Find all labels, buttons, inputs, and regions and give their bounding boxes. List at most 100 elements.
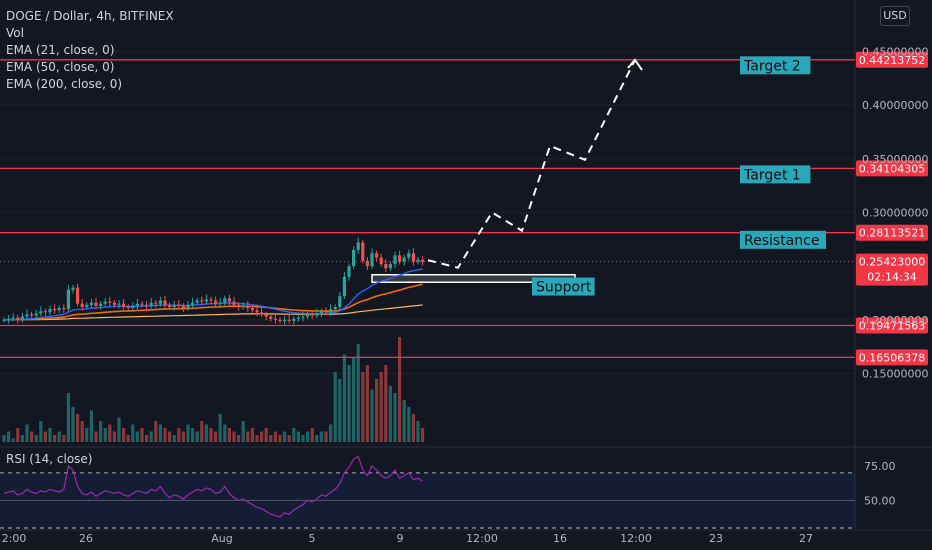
candle-body: [149, 302, 153, 306]
volume-bar: [375, 379, 379, 442]
candle-body: [43, 311, 47, 313]
last-price-badge: [856, 253, 928, 286]
candle-body: [16, 317, 20, 320]
candle: [186, 301, 190, 311]
volume-bar: [158, 424, 162, 442]
candle: [191, 297, 195, 309]
ema-lines: [3, 268, 423, 321]
volume-bar: [34, 435, 38, 442]
volume-bar: [209, 428, 213, 442]
volume-bar: [319, 431, 323, 442]
candle: [71, 284, 75, 294]
annotation-text: Target 2: [743, 58, 801, 74]
annotation-box: [740, 56, 811, 75]
annotation-label: Resistance: [740, 230, 826, 249]
indicator-ema50[interactable]: EMA (50, close, 0): [6, 60, 115, 74]
candle-body: [30, 314, 34, 316]
candle: [80, 298, 84, 311]
rsi-panel: 75.00 50.00: [0, 446, 932, 529]
annotations[interactable]: Target 2 Target 1 Resistance Support: [532, 56, 826, 296]
candle: [25, 309, 29, 321]
candle-body: [168, 304, 172, 307]
volume-bar: [177, 428, 181, 442]
candle-body: [94, 302, 98, 306]
candle: [264, 311, 268, 321]
candle: [135, 298, 139, 310]
ema50-line: [4, 283, 423, 321]
candle: [315, 308, 319, 319]
rsi-tick-label: 50.00: [864, 494, 896, 507]
candle: [163, 295, 167, 309]
volume-bar: [411, 414, 415, 442]
candle-body: [80, 303, 84, 307]
indicator-vol[interactable]: Vol: [6, 26, 24, 40]
candle: [306, 311, 310, 320]
candle: [260, 307, 264, 318]
currency-button[interactable]: USD: [880, 6, 910, 26]
candle: [66, 284, 70, 312]
projection-path[interactable]: [427, 58, 643, 269]
level-price-label: 0.28113521: [859, 227, 925, 240]
volume-bar: [117, 417, 121, 442]
indicator-ema21[interactable]: EMA (21, close, 0): [6, 43, 115, 57]
candle: [108, 296, 112, 307]
candle: [117, 299, 121, 309]
candle-body: [204, 299, 208, 302]
level-price-label: 0.19471563: [859, 320, 925, 333]
volume-bar: [407, 407, 411, 442]
candle: [384, 259, 388, 273]
x-tick-label: 23: [709, 532, 723, 545]
volume-bar: [352, 358, 356, 442]
horizontal-levels[interactable]: 0.44213752 0.34104305 0.28113521 0.19471563…: [0, 51, 928, 366]
candle: [375, 250, 379, 262]
symbol-title[interactable]: DOGE / Dollar, 4h, BITFINEX: [6, 9, 174, 23]
indicator-ema200[interactable]: EMA (200, close, 0): [6, 77, 123, 91]
candle-body: [361, 242, 365, 261]
candle: [30, 311, 34, 319]
volume-bar: [402, 400, 406, 442]
candle-body: [39, 311, 43, 314]
volume-bar: [292, 428, 296, 442]
candle: [195, 297, 199, 306]
volume-bar: [108, 424, 112, 442]
annotation-box: [740, 165, 811, 184]
candle: [158, 296, 162, 307]
volume-bar: [145, 435, 149, 442]
candle-body: [315, 313, 319, 316]
volume-bar: [398, 337, 402, 442]
volume-bar: [333, 372, 337, 442]
candle-body: [310, 314, 314, 316]
candle: [365, 257, 369, 270]
candle: [301, 311, 305, 322]
annotation-label: Target 1: [740, 165, 811, 184]
candle: [177, 299, 181, 309]
projection-arrow: [627, 58, 643, 71]
candle: [204, 294, 208, 305]
candle-body: [241, 305, 245, 307]
volume-bar: [103, 428, 107, 442]
annotation-text: Target 1: [743, 167, 801, 183]
candle: [411, 248, 415, 266]
candle: [7, 314, 11, 324]
time-axis[interactable]: 2:00 26 Aug 5 9 12:00 16 12:00 23 27: [0, 529, 932, 545]
annotation-label: Target 2: [740, 56, 811, 75]
candle-body: [398, 255, 402, 262]
candle-body: [7, 318, 11, 320]
candle-body: [352, 250, 356, 267]
candle: [361, 239, 365, 264]
chart-legend: DOGE / Dollar, 4h, BITFINEX Vol EMA (21,…: [6, 8, 174, 93]
candle: [140, 301, 144, 308]
candle-body: [273, 318, 277, 320]
volume-bar: [269, 435, 273, 442]
volume-bar: [416, 421, 420, 442]
price-axis[interactable]: 0.45000000 0.40000000 0.35000000 0.30000000…: [862, 45, 928, 380]
y-tick-label: 0.30000000: [862, 206, 928, 219]
candle-body: [347, 266, 351, 277]
candle-body: [283, 319, 287, 321]
volume-bar: [30, 431, 34, 442]
candle: [89, 298, 93, 309]
rsi-label[interactable]: RSI (14, close): [6, 452, 93, 466]
candle: [154, 299, 158, 308]
candle: [62, 304, 66, 313]
